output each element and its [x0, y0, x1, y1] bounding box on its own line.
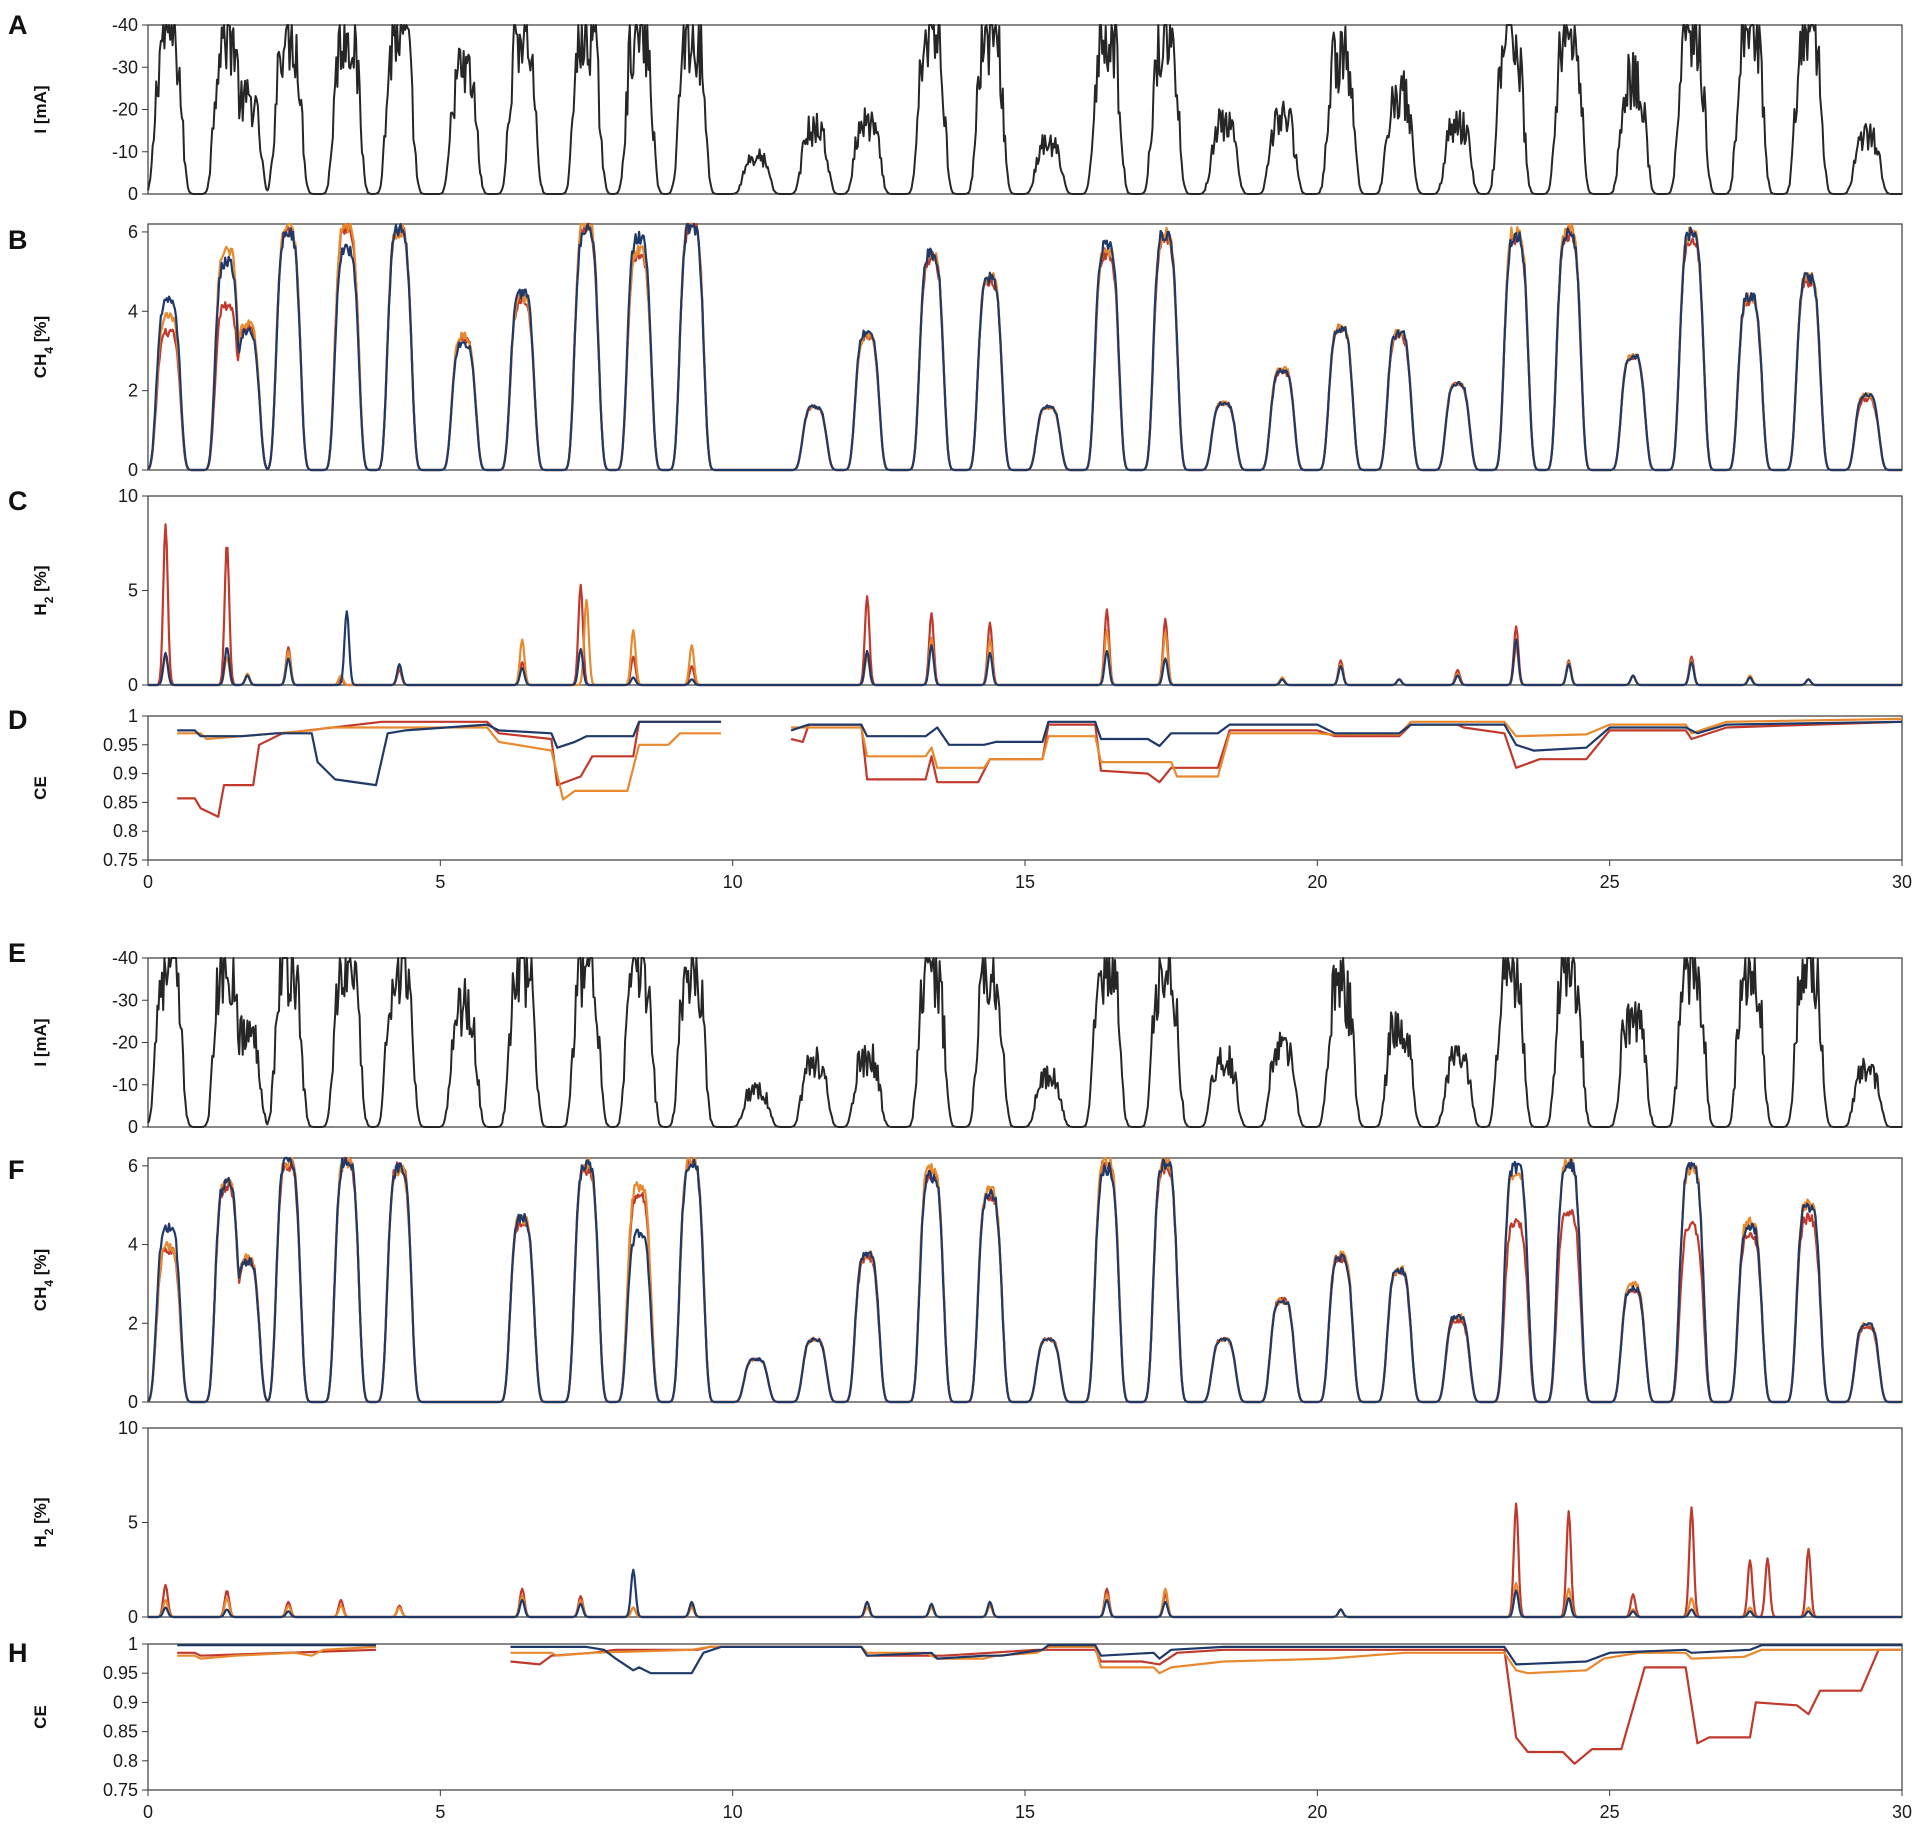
series-line	[148, 598, 1902, 687]
y-tick-label: 0.9	[113, 764, 138, 784]
y-tick-label: -30	[112, 990, 138, 1010]
series-line	[177, 1645, 1902, 1765]
x-tick-label: 30	[1892, 872, 1912, 892]
panel-c: C H2 [%] 0 5 10	[8, 486, 1903, 695]
y-tick-label: 0.95	[103, 1663, 138, 1683]
y-axis-label: H2 [%]	[31, 1497, 56, 1547]
y-tick-label: -40	[112, 948, 138, 968]
series-line	[177, 717, 1903, 801]
x-tick-label: 25	[1600, 872, 1620, 892]
panel-unlabeled: H2 [%] 0 5 10	[31, 1418, 1903, 1627]
y-axis-label: I [mA]	[31, 85, 50, 133]
y-tick-label: 1	[128, 1634, 138, 1654]
panel-f: F CH4 [%] 0 2 4 6	[8, 1155, 1903, 1412]
y-tick-label: -20	[112, 100, 138, 120]
series-line	[148, 1581, 1902, 1619]
series-line	[177, 720, 1903, 818]
y-tick-label: 0.85	[103, 792, 138, 812]
series-line	[147, 957, 1902, 1128]
y-tick-label: 0.75	[103, 1780, 138, 1800]
y-tick-label: 6	[128, 222, 138, 242]
y-tick-label: -10	[112, 1075, 138, 1095]
y-tick-label: 0.85	[103, 1722, 138, 1742]
plot-frame	[147, 715, 1903, 861]
plot-frame	[147, 1643, 1903, 1791]
series-line	[148, 1568, 1902, 1619]
y-tick-label: 0	[128, 1392, 138, 1412]
y-axis-label: CH4 [%]	[31, 1249, 56, 1311]
y-tick-label: 0	[128, 1607, 138, 1627]
panel-label: F	[8, 1155, 25, 1185]
y-tick-label: 0.8	[113, 821, 138, 841]
x-tick-label: 30	[1892, 1802, 1912, 1822]
y-tick-label: 0.8	[113, 1751, 138, 1771]
y-axis-label: H2 [%]	[31, 565, 56, 615]
y-tick-label: 4	[128, 301, 138, 321]
y-tick-label: -40	[112, 15, 138, 35]
y-axis-label: CE	[31, 776, 50, 800]
panel-label: H	[8, 1638, 28, 1668]
x-tick-label: 0	[143, 872, 153, 892]
y-tick-label: -20	[112, 1033, 138, 1053]
series-line	[147, 24, 1902, 195]
x-tick-label: 20	[1307, 1802, 1327, 1822]
series-line	[148, 1502, 1902, 1619]
y-axis-label: CH4 [%]	[31, 316, 56, 378]
x-tick-label: 10	[723, 1802, 743, 1822]
y-tick-label: 0	[128, 184, 138, 204]
x-tick-label: 10	[723, 872, 743, 892]
y-tick-label: 5	[128, 581, 138, 601]
plot-frame	[147, 1427, 1903, 1618]
series-line	[177, 720, 1903, 787]
panel-e: E I [mA] -40 -30 -20 -10 0	[8, 938, 1903, 1137]
series-line	[177, 1644, 1902, 1675]
plot-frame	[147, 495, 1903, 686]
y-tick-label: 6	[128, 1156, 138, 1176]
x-tick-label: 15	[1015, 872, 1035, 892]
plot-frame	[147, 957, 1903, 1128]
y-tick-label: 0	[128, 460, 138, 480]
series-line	[147, 222, 1902, 472]
series-line	[148, 523, 1902, 687]
y-tick-label: 4	[128, 1235, 138, 1255]
y-tick-label: 5	[128, 1513, 138, 1533]
x-tick-label: 25	[1600, 1802, 1620, 1822]
x-tick-label: 15	[1015, 1802, 1035, 1822]
y-tick-label: -10	[112, 142, 138, 162]
panel-b: B CH4 [%] 0 2 4 6	[8, 222, 1903, 480]
panel-a: A I [mA] -40 -30 -20 -10 0	[8, 10, 1903, 204]
y-tick-label: -30	[112, 57, 138, 77]
x-tick-label: 0	[143, 1802, 153, 1822]
y-tick-label: 2	[128, 1313, 138, 1333]
y-tick-label: 0.75	[103, 850, 138, 870]
x-tick-label: 5	[435, 872, 445, 892]
y-axis-label: I [mA]	[31, 1018, 50, 1066]
y-axis-label: CE	[31, 1705, 50, 1729]
x-tick-label: 20	[1307, 872, 1327, 892]
panel-label: A	[8, 10, 28, 40]
series-line	[147, 1156, 1902, 1404]
y-tick-label: 10	[118, 1418, 138, 1438]
y-tick-label: 1	[128, 706, 138, 726]
panel-label: D	[8, 705, 28, 735]
panel-label: B	[8, 225, 28, 255]
panel-label: E	[8, 938, 26, 968]
y-tick-label: 2	[128, 381, 138, 401]
y-tick-label: 10	[118, 486, 138, 506]
series-line	[148, 610, 1902, 687]
y-tick-label: 0	[128, 675, 138, 695]
y-tick-label: 0	[128, 1117, 138, 1137]
y-tick-label: 0.95	[103, 735, 138, 755]
panel-label: C	[8, 486, 28, 516]
x-tick-label: 5	[435, 1802, 445, 1822]
y-tick-label: 0.9	[113, 1692, 138, 1712]
